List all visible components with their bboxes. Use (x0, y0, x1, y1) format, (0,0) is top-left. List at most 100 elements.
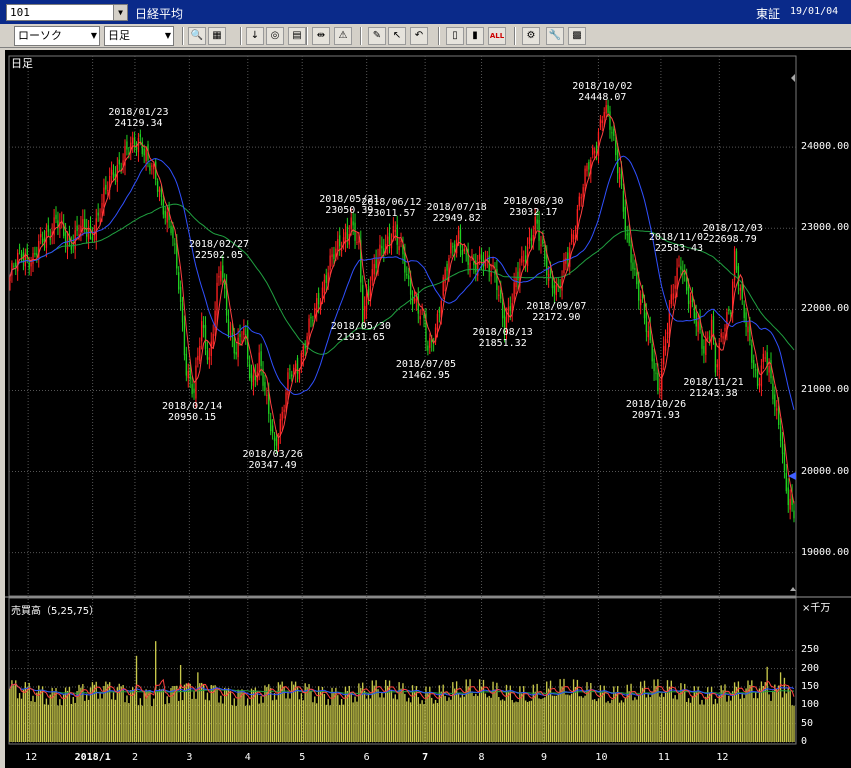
volume-bar (429, 686, 431, 742)
volume-bar (120, 686, 122, 742)
candle-body (298, 370, 301, 380)
all-icon[interactable]: ALL (488, 27, 506, 45)
volume-bar (386, 685, 389, 742)
volume-bar (653, 679, 655, 742)
volume-bar (55, 688, 57, 742)
volume-bar (329, 705, 331, 742)
candle-body (329, 255, 331, 270)
volume-bar (503, 700, 506, 742)
candle-body (559, 285, 561, 288)
candle-body (247, 329, 249, 360)
candle-pair-icon[interactable]: ▮ (466, 27, 484, 45)
candle-body (570, 233, 573, 243)
volume-bar (296, 687, 299, 742)
x-tick-label: 7 (422, 752, 429, 763)
candle-body (300, 353, 303, 366)
chart-type-select[interactable]: ローソク ▼ (14, 26, 100, 46)
volume-bar (626, 684, 628, 742)
candle-body (672, 293, 674, 300)
settings-icon[interactable]: ⚙ (522, 27, 540, 45)
volume-bar (461, 694, 464, 742)
candle-body (331, 254, 333, 257)
chevron-down-icon[interactable]: ▼ (113, 5, 127, 20)
volume-bar (417, 697, 419, 742)
candle-icon[interactable]: ▯ (446, 27, 464, 45)
annotation-value: 22172.90 (532, 312, 581, 324)
volume-bar (174, 686, 176, 742)
candle-body (586, 165, 588, 172)
volume-bar (390, 690, 393, 742)
volume-bar (467, 686, 469, 742)
pen-icon[interactable]: ✎ (368, 27, 386, 45)
down-arrow-icon[interactable]: ↓ (246, 27, 264, 45)
volume-bar (722, 690, 724, 742)
toolbar: ローソク ▼ 日足 ▼ 🔍 ▦ ↓ ◎ ▤ ⇹ ⚠ ✎ ↖ ↶ ▯ ▮ ALL ⚙ 🔧 ▩ (0, 24, 851, 48)
volume-bar (622, 702, 625, 742)
volume-bar (227, 688, 230, 742)
warning-icon[interactable]: ⚠ (334, 27, 352, 45)
chart-area[interactable]: 日足 売買高（5,25,75） ×千万 24000.00 23000.00 2200… (5, 50, 851, 768)
volume-bar (162, 688, 165, 742)
candle-body (112, 172, 115, 178)
volume-bar (649, 697, 651, 742)
vol-tick-label: 150 (801, 681, 820, 692)
zoom-icon[interactable]: 🔍 (188, 27, 206, 45)
candle-body (398, 246, 400, 251)
volume-bar (323, 694, 326, 742)
candle-body (84, 219, 86, 230)
volume-bar (724, 684, 726, 742)
candle-body (530, 238, 533, 241)
candle-body (229, 331, 232, 333)
volume-bar (385, 679, 387, 742)
candle-body (611, 132, 613, 134)
volume-bar (400, 688, 402, 742)
volume-bar (632, 700, 634, 742)
candle-body (218, 275, 220, 278)
volume-bar (110, 699, 113, 742)
undo-icon[interactable]: ↶ (410, 27, 428, 45)
volume-bar (523, 686, 525, 742)
candle-body (655, 372, 657, 374)
price-annotation: 2018/10/26 20971.93 (626, 399, 686, 421)
candle-body (231, 332, 234, 338)
candle-body (735, 251, 738, 270)
candle-body (252, 375, 255, 386)
annotation-value: 21931.65 (336, 331, 385, 343)
color-icon[interactable]: ▩ (568, 27, 586, 45)
table-icon[interactable]: ▤ (288, 27, 306, 45)
x-tick-label: 6 (363, 752, 370, 763)
search-chart-icon[interactable]: ◎ (266, 27, 284, 45)
cursor-icon[interactable]: ↖ (388, 27, 406, 45)
candle-body (11, 263, 13, 276)
volume-bar (787, 687, 789, 742)
volume-bar (388, 680, 391, 742)
annotation-date: 2018/10/02 (572, 80, 633, 92)
volume-bar (655, 685, 657, 742)
candle-body (760, 365, 763, 387)
candle-body (239, 334, 241, 337)
volume-bar (204, 699, 207, 742)
grid-icon[interactable]: ▦ (208, 27, 226, 45)
period-select[interactable]: 日足 ▼ (104, 26, 174, 46)
volume-bar (584, 695, 586, 742)
candle-body (245, 334, 247, 336)
candle-body (714, 342, 717, 373)
code-input[interactable]: 101 ▼ (6, 4, 128, 21)
volume-bar (756, 698, 759, 742)
candle-body (139, 134, 142, 138)
split-icon[interactable]: ⇹ (312, 27, 330, 45)
candle-body (176, 239, 178, 269)
volume-bar (348, 685, 350, 742)
volume-bar (268, 684, 270, 742)
volume-bar (342, 704, 345, 742)
volume-bar (762, 686, 765, 742)
vol-tick-label: 0 (801, 736, 808, 747)
candle-body (685, 277, 688, 291)
volume-bar (63, 694, 65, 742)
candle-body (446, 263, 448, 271)
candle-body (463, 248, 465, 252)
wrench-icon[interactable]: 🔧 (546, 27, 564, 45)
candle-body (743, 304, 745, 319)
candle-body (20, 254, 23, 258)
volume-bar (107, 684, 109, 742)
